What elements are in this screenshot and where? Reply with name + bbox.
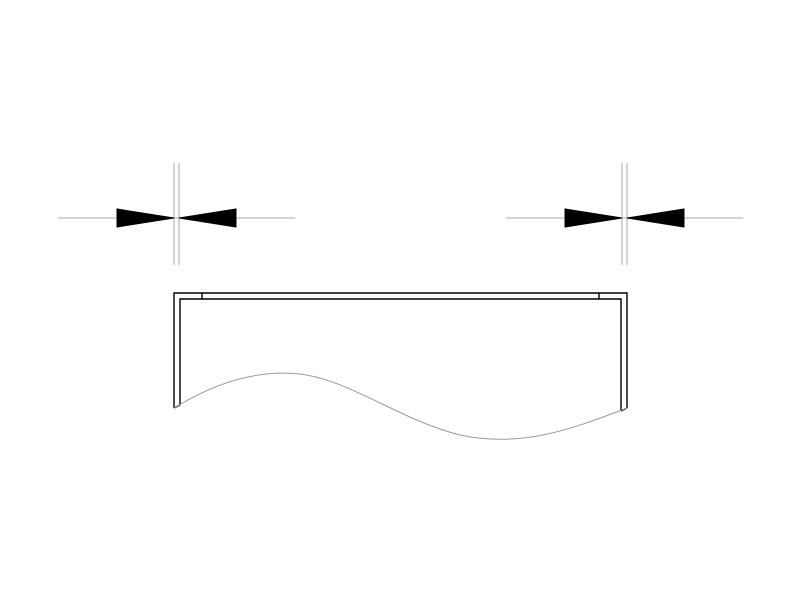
right-arrow-pointing-right-icon <box>564 208 623 228</box>
channel-section <box>173 292 628 440</box>
left-arrow-pointing-right-icon <box>116 208 175 228</box>
channel-outer-edge <box>173 292 628 408</box>
break-line-curve <box>173 372 628 440</box>
right-arrow-pointing-left-icon <box>626 208 685 228</box>
channel-inner-edge <box>179 298 622 411</box>
right-dimension-marker <box>506 163 743 265</box>
left-arrow-pointing-left-icon <box>178 208 237 228</box>
left-dimension-marker <box>58 163 295 265</box>
